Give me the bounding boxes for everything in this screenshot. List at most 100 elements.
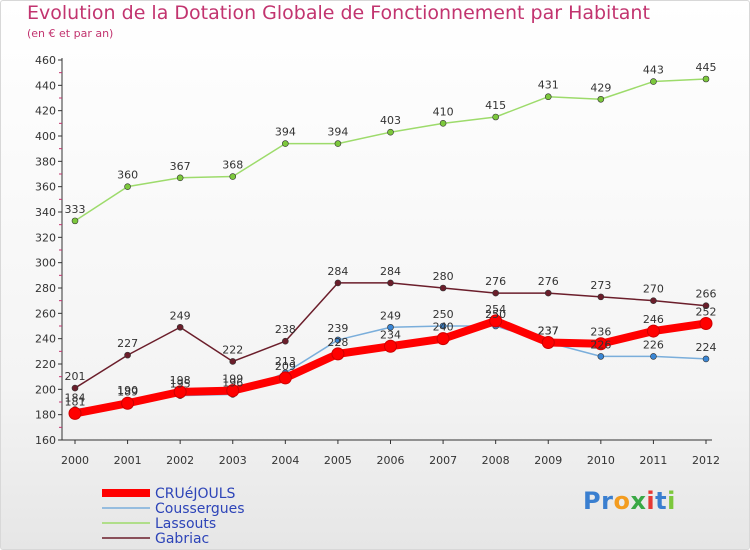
logo-letter: i [667,487,676,515]
legend-label: Coussergues [155,501,245,517]
x-tick-label: 2000 [61,454,89,467]
data-point [282,140,289,147]
data-point [702,75,710,83]
x-tick-label: 2004 [271,454,299,467]
legend-label: Lassouts [155,516,216,532]
data-point [650,353,657,360]
data-point [646,324,660,338]
data-label: 429 [590,81,611,94]
data-point [436,332,450,346]
data-point [597,353,605,360]
data-label: 360 [117,169,138,182]
data-label: 276 [485,275,506,288]
data-label: 227 [117,337,138,350]
data-point [387,323,394,331]
x-tick-label: 2005 [324,454,352,467]
legend-label: Gabriac [155,531,209,547]
data-label: 198 [170,374,191,387]
logo-letter: t [655,487,668,515]
x-tick-label: 2001 [114,454,142,467]
series-line-lassouts [74,78,707,222]
data-labels: 201 227 249 222 238 284 284 280 276 276 273 270 266 3… [65,61,717,408]
data-label: 239 [327,322,348,335]
data-point [278,371,292,385]
data-point [229,173,237,180]
data-label: 333 [65,203,86,216]
data-label: 189 [117,385,138,398]
data-point [124,183,131,190]
y-tick-label: 340 [35,206,56,219]
data-point [492,113,499,121]
data-point [702,355,710,363]
chart-subtitle: (en € et par an) [27,27,114,40]
data-label: 445 [696,61,717,74]
data-label: 394 [275,126,296,139]
y-tick-label: 320 [35,231,56,244]
data-label: 228 [327,336,348,349]
data-point [334,336,342,344]
axes: 160 180 200 220 240 260 280 300 320 340 360 380 400 4… [35,54,720,467]
data-point [229,358,237,365]
data-point [173,385,187,399]
data-label: 238 [275,323,296,336]
data-label: 254 [485,303,506,316]
logo-letter: o [613,487,631,515]
data-label: 209 [275,360,296,373]
data-label: 246 [643,313,664,326]
legend-label: CRUéJOULS [155,486,236,502]
data-point [71,384,79,392]
data-label: 394 [327,126,348,139]
y-tick-label: 380 [35,155,56,168]
data-point [699,316,713,330]
data-point [594,337,608,351]
chart-title: Evolution de la Dotation Globale de Fonc… [27,2,650,24]
data-label: 222 [222,343,243,356]
data-label: 181 [65,395,86,408]
data-point [387,128,394,136]
data-point [334,279,342,287]
data-point [702,302,710,310]
data-point [439,322,447,330]
proxiti-logo: Proxiti [583,487,676,515]
data-label: 276 [538,275,559,288]
x-tick-label: 2012 [692,454,720,467]
data-point [541,335,555,349]
data-point [489,314,503,328]
y-tick-label: 220 [35,358,56,371]
data-label: 410 [433,105,454,118]
data-label: 284 [380,265,401,278]
data-label: 234 [380,328,401,341]
data-label: 284 [327,265,348,278]
data-label: 443 [643,64,664,77]
data-point [650,78,657,85]
data-label: 201 [65,370,86,383]
data-label: 252 [696,305,717,318]
data-label: 237 [538,324,559,337]
data-point [176,323,184,331]
x-tick-label: 2008 [482,454,510,467]
y-tick-label: 200 [35,383,56,396]
data-label: 431 [538,79,559,92]
data-point [226,384,240,398]
data-point [650,297,657,304]
data-label: 184 [65,392,86,405]
data-label: 236 [590,326,611,339]
logo-letter: i [646,487,656,515]
data-label: 403 [380,114,401,127]
data-point [334,140,342,147]
data-point [176,174,184,182]
data-label: 250 [433,308,454,321]
y-tick-label: 460 [35,54,56,67]
x-tick-label: 2009 [534,454,562,467]
data-point [331,347,345,361]
data-point [492,289,499,297]
x-tick-label: 2003 [219,454,247,467]
logo-letter: r [601,487,614,515]
data-label: 237 [538,324,559,337]
data-label: 226 [590,338,611,351]
data-label: 273 [590,279,611,292]
data-point [544,93,552,101]
x-tick-label: 2007 [429,454,457,467]
series-layer [68,75,713,420]
data-point [282,337,289,345]
